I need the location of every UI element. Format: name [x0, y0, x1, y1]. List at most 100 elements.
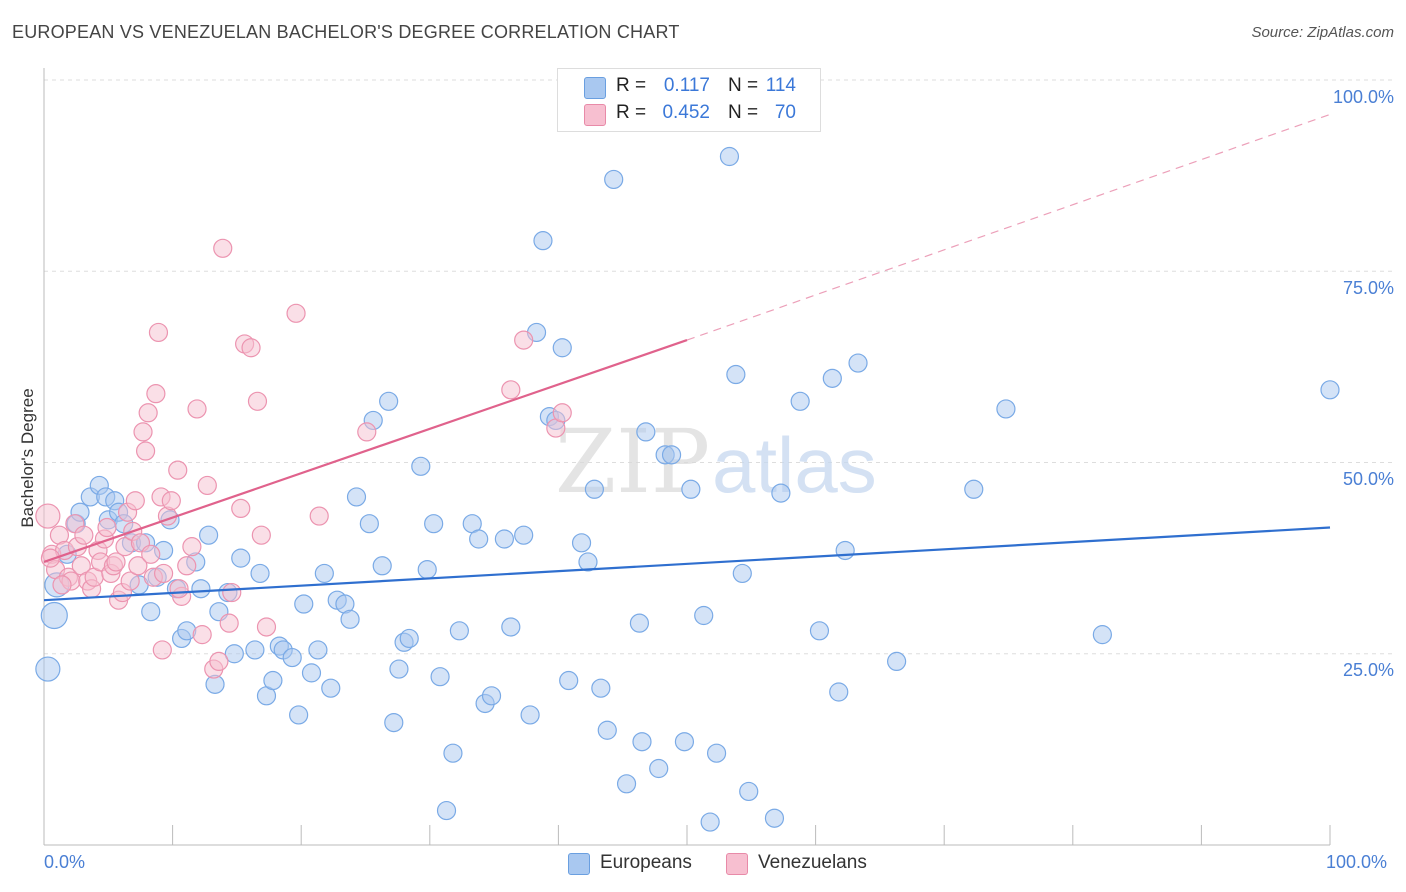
- data-point: [417, 559, 437, 580]
- data-point: [187, 399, 207, 419]
- y-tick-label: 25.0%: [1342, 660, 1394, 680]
- data-point: [282, 647, 302, 668]
- data-point: [359, 514, 379, 534]
- x-tick-label: 0.0%: [44, 852, 86, 872]
- axes: [43, 68, 1331, 846]
- data-point: [231, 548, 251, 568]
- data-point: [40, 601, 68, 630]
- data-point: [168, 460, 188, 480]
- data-point: [706, 743, 727, 763]
- data-point: [294, 594, 314, 614]
- data-point: [256, 617, 277, 637]
- data-point: [40, 548, 61, 568]
- y-tick-label: 100.0%: [1332, 87, 1394, 107]
- data-point: [764, 808, 785, 828]
- data-point: [74, 525, 94, 545]
- data-point: [790, 391, 810, 411]
- data-point: [245, 640, 265, 660]
- data-point: [501, 617, 521, 637]
- data-point: [604, 169, 624, 190]
- data-point: [309, 506, 329, 526]
- data-point: [719, 146, 740, 167]
- correlation-legend: R = 0.117 N = 114 R = 0.452 N = 70: [557, 68, 821, 132]
- data-point: [384, 712, 404, 733]
- data-point: [161, 491, 181, 511]
- data-point: [389, 659, 409, 679]
- data-point: [192, 625, 212, 645]
- trend-line-venezuelans-extension: [686, 113, 1331, 341]
- data-point: [213, 238, 233, 258]
- data-point: [1320, 380, 1340, 400]
- data-point: [197, 475, 217, 496]
- data-point: [169, 579, 189, 599]
- data-point: [552, 403, 572, 423]
- data-point: [372, 556, 392, 576]
- legend-label-venezuelans: Venezuelans: [758, 852, 867, 873]
- data-point: [209, 651, 229, 672]
- data-point: [286, 303, 306, 323]
- data-point: [835, 540, 855, 561]
- data-point: [247, 391, 268, 411]
- legend-r-value: 0.117: [663, 75, 710, 96]
- data-point: [501, 380, 521, 400]
- series-venezuelans: [35, 238, 572, 679]
- data-point: [250, 563, 270, 584]
- data-point: [674, 732, 695, 752]
- data-point: [301, 663, 322, 683]
- data-point: [430, 667, 450, 687]
- data-point: [514, 330, 534, 350]
- legend-swatch-venezuelans: [584, 104, 606, 126]
- data-point: [552, 338, 572, 358]
- data-point: [649, 758, 669, 779]
- data-point: [700, 812, 720, 832]
- data-point: [191, 579, 211, 599]
- data-point: [399, 628, 419, 649]
- data-point: [35, 503, 61, 529]
- data-point: [314, 563, 334, 584]
- data-point: [661, 445, 682, 465]
- data-point: [133, 422, 153, 442]
- data-point: [289, 705, 309, 725]
- watermark: ZIP atlas: [555, 410, 877, 513]
- data-point: [321, 678, 341, 698]
- data-point: [629, 613, 650, 633]
- data-point: [146, 384, 166, 404]
- data-point: [35, 656, 61, 682]
- data-point: [224, 644, 244, 664]
- data-point: [514, 525, 534, 545]
- data-point: [829, 682, 849, 702]
- data-point: [809, 621, 830, 641]
- data-point: [887, 651, 907, 672]
- series-europeans: [35, 146, 1340, 832]
- data-point: [591, 678, 611, 698]
- data-point: [732, 563, 752, 584]
- legend-n-label: N =: [728, 102, 759, 123]
- data-point: [222, 582, 242, 603]
- data-point: [584, 479, 605, 499]
- data-point: [177, 556, 197, 576]
- data-point: [449, 621, 469, 641]
- data-point: [559, 670, 579, 691]
- data-point: [97, 517, 117, 538]
- data-point: [357, 422, 377, 442]
- legend-r-label: R =: [616, 102, 647, 123]
- data-point: [52, 575, 72, 595]
- data-point: [632, 732, 652, 752]
- legend-r-label: R =: [616, 75, 647, 96]
- y-tick-label: 75.0%: [1342, 278, 1394, 298]
- data-point: [597, 720, 617, 740]
- data-point: [848, 353, 868, 373]
- trend-line-europeans: [43, 526, 1331, 602]
- trend-line-venezuelans: [43, 339, 688, 563]
- data-point: [182, 537, 202, 557]
- data-point: [153, 563, 174, 584]
- data-point: [125, 491, 145, 511]
- data-point: [251, 525, 271, 545]
- watermark-atlas: atlas: [712, 421, 877, 509]
- data-point: [822, 368, 842, 388]
- data-point: [231, 498, 251, 518]
- data-point: [726, 364, 746, 385]
- data-point: [411, 456, 431, 476]
- data-point: [340, 609, 360, 629]
